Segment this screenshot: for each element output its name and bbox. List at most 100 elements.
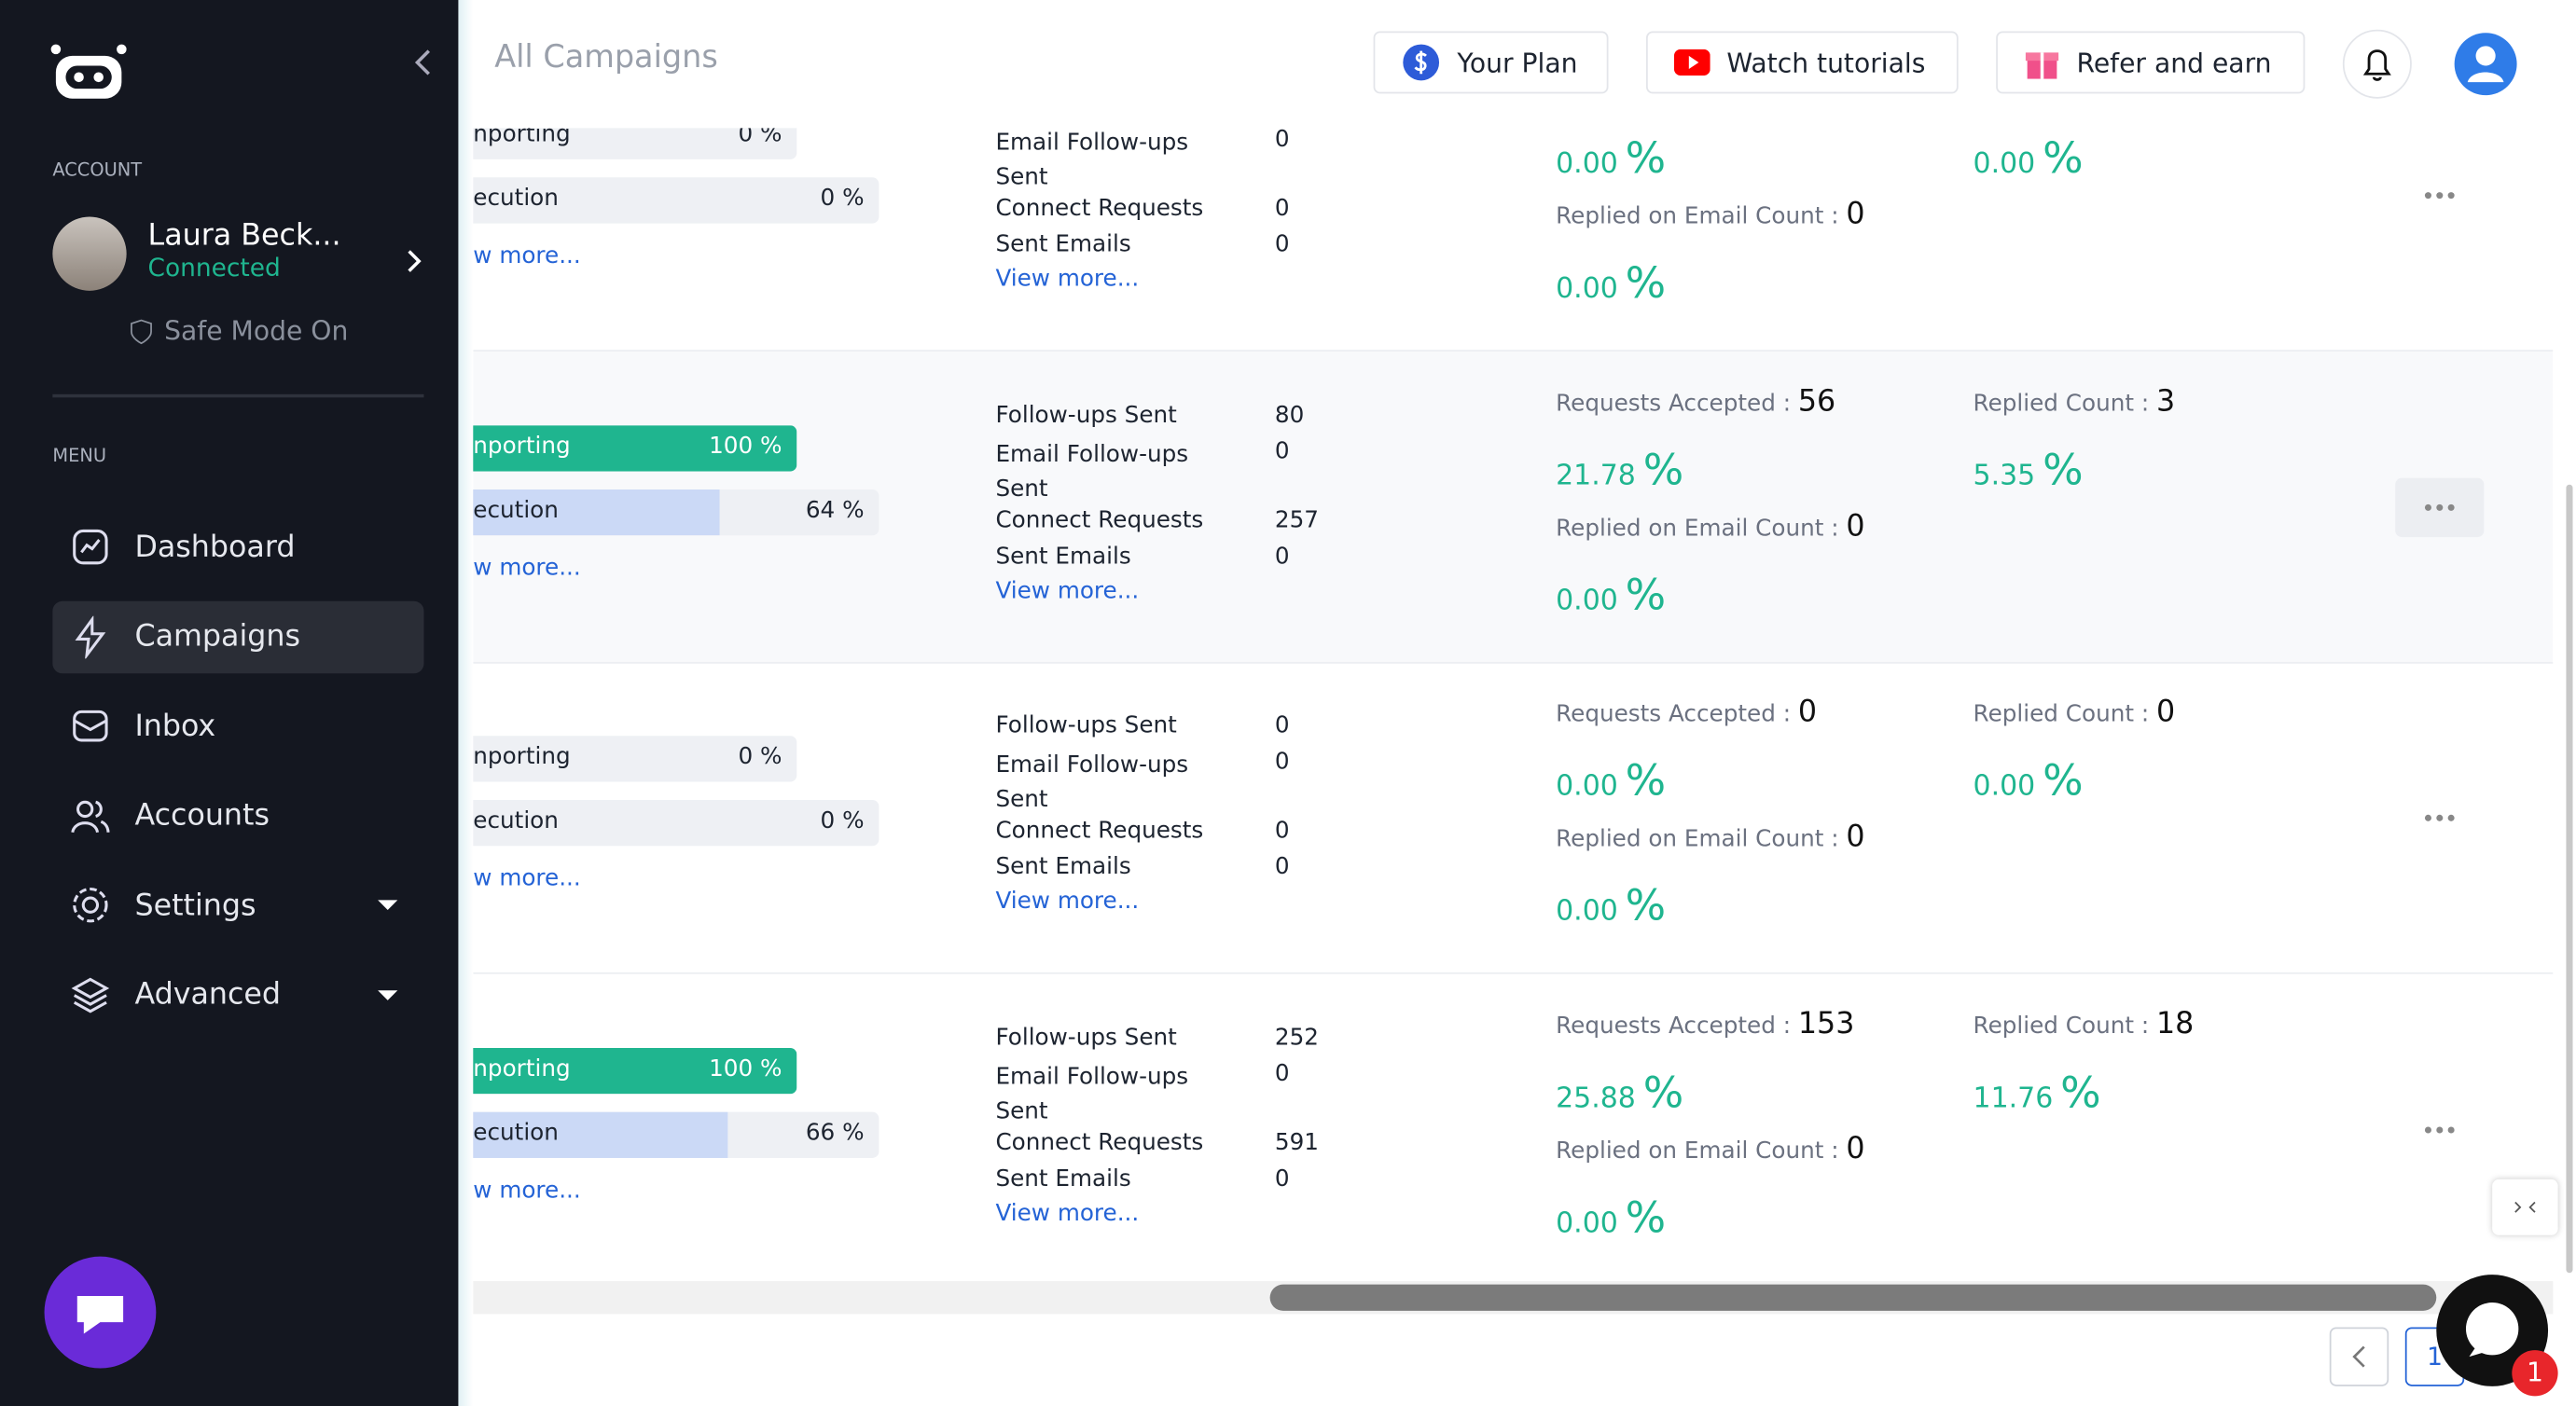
menu-heading: MENU (52, 445, 107, 467)
chat-badge: 1 (2512, 1350, 2558, 1397)
rate: 0.00 % (1974, 134, 2084, 184)
menu-icon (73, 529, 108, 565)
progress-value: 64 % (805, 496, 865, 524)
rate-value: 0.00 (1556, 272, 1618, 306)
progress-value: 100 % (709, 433, 782, 460)
menu-item[interactable]: Dashboard (52, 511, 423, 584)
progress-value: 66 % (805, 1119, 865, 1146)
metric: Replied Count : 0 (1974, 695, 2176, 729)
metric: Replied Count : 3 (1974, 383, 2176, 418)
vertical-scrollbar[interactable] (2566, 484, 2573, 1274)
view-more-link[interactable]: View more... (995, 266, 1140, 293)
sidebar: ACCOUNT Laura Beck... Connected Safe Mod… (0, 0, 459, 1406)
menu-icon (71, 976, 110, 1013)
stat-value: 257 (1274, 506, 1320, 533)
view-more-link[interactable]: View more... (995, 577, 1140, 604)
menu-label: Campaigns (134, 619, 301, 655)
profile-button[interactable] (2454, 33, 2517, 96)
menu-label: Inbox (134, 709, 216, 744)
stat-label: Connect Requests (995, 195, 1204, 222)
row-actions[interactable] (2395, 166, 2484, 225)
progress-fill (473, 489, 720, 535)
menu-item[interactable]: Inbox (52, 690, 423, 763)
menu-item[interactable]: Settings (52, 869, 423, 942)
account-arrow[interactable] (401, 246, 427, 276)
metric-value: 0 (1797, 695, 1818, 730)
widget-toggle[interactable] (2492, 1179, 2558, 1235)
rate-value: 21.78 (1556, 459, 1636, 492)
metric: Requests Accepted : 56 (1556, 383, 1835, 418)
row-actions[interactable] (2395, 789, 2484, 848)
stat-label: Email Follow-ups Sent (995, 130, 1189, 191)
rate: 0.00 % (1974, 757, 2084, 806)
stat-value: 0 (1274, 854, 1290, 881)
page-title: All Campaigns (494, 39, 718, 76)
chevron-icon (2352, 1345, 2365, 1368)
refer-button[interactable]: Refer and earn (1996, 31, 2306, 94)
horizontal-scrollbar[interactable] (473, 1281, 2554, 1315)
button-label: Your Plan (1457, 47, 1578, 78)
menu-label: Dashboard (134, 530, 296, 565)
rate-unit: % (2043, 134, 2084, 185)
view-more-link[interactable]: w more... (473, 1177, 581, 1204)
rate: 21.78 % (1556, 446, 1683, 495)
rate-unit: % (2043, 446, 2084, 496)
progress-track (473, 1047, 797, 1094)
rate: 0.00 % (1556, 882, 1666, 931)
rate-unit: % (1642, 1068, 1684, 1118)
menu-item[interactable]: Accounts (52, 779, 423, 852)
button-label: Refer and earn (2076, 47, 2272, 78)
rate-unit: % (1642, 446, 1684, 496)
rate: 11.76 % (1974, 1068, 2101, 1118)
progress-name: ecution (473, 496, 559, 524)
stat-value: 0 (1274, 1060, 1290, 1087)
row-actions[interactable] (2395, 1099, 2484, 1158)
metric: Requests Accepted : 0 (1556, 695, 1817, 729)
progress-value: 0 % (820, 807, 865, 834)
menu-icon (73, 887, 108, 923)
chat-icon (76, 1295, 124, 1334)
prev-page-button[interactable] (2329, 1327, 2389, 1386)
scrollbar-thumb[interactable] (1269, 1284, 2437, 1311)
stat-value: 0 (1274, 128, 1290, 153)
plan-button[interactable]: Your Plan (1373, 31, 1609, 94)
metric-value: 0 (1846, 508, 1865, 544)
notifications-button[interactable] (2342, 29, 2412, 99)
metric-label: Replied on Email Count : (1556, 203, 1839, 230)
menu-item[interactable]: Advanced (52, 958, 423, 1031)
collapse-button[interactable] (408, 46, 440, 78)
menu-icon (71, 799, 110, 833)
progress-value: 0 % (738, 128, 782, 148)
dots-icon (2424, 503, 2455, 511)
progress-track (473, 1110, 879, 1158)
row-actions[interactable] (2395, 476, 2485, 537)
rate: 25.88 % (1556, 1068, 1683, 1118)
user-status: Connected (147, 253, 281, 283)
campaign-row: nporting 0 % ecution 0 % w more... Email Foll… (473, 128, 2554, 352)
avatar (52, 216, 127, 291)
rate-value: 0.00 (1556, 584, 1618, 617)
view-more-link[interactable]: View more... (995, 1199, 1140, 1227)
menu-item[interactable]: Campaigns (52, 600, 424, 673)
menu-label: Advanced (134, 977, 282, 1013)
view-more-link[interactable]: w more... (473, 865, 581, 892)
metric: Replied on Email Count : 0 (1556, 1131, 1864, 1165)
account-heading: ACCOUNT (52, 159, 143, 181)
metric: Replied Count : 18 (1974, 1006, 2195, 1041)
dots-icon (2424, 192, 2455, 200)
metric: Replied on Email Count : 0 (1556, 820, 1864, 854)
tutorials-button[interactable]: Watch tutorials (1646, 31, 1959, 94)
view-more-link[interactable]: View more... (995, 889, 1140, 916)
progress-name: nporting (473, 744, 571, 771)
metric-value: 0 (1846, 1130, 1865, 1165)
progress-track (473, 128, 797, 159)
view-more-link[interactable]: w more... (473, 554, 581, 581)
stat-label: Sent Emails (995, 231, 1131, 258)
view-more-link[interactable]: w more... (473, 242, 581, 269)
rate-unit: % (1625, 757, 1667, 806)
stat-value: 0 (1274, 543, 1290, 570)
metric-label: Replied on Email Count : (1556, 515, 1839, 542)
campaign-row: nporting 0 % ecution 0 % w more... Follow-ups… (473, 662, 2554, 974)
support-chat-button[interactable] (44, 1256, 157, 1369)
